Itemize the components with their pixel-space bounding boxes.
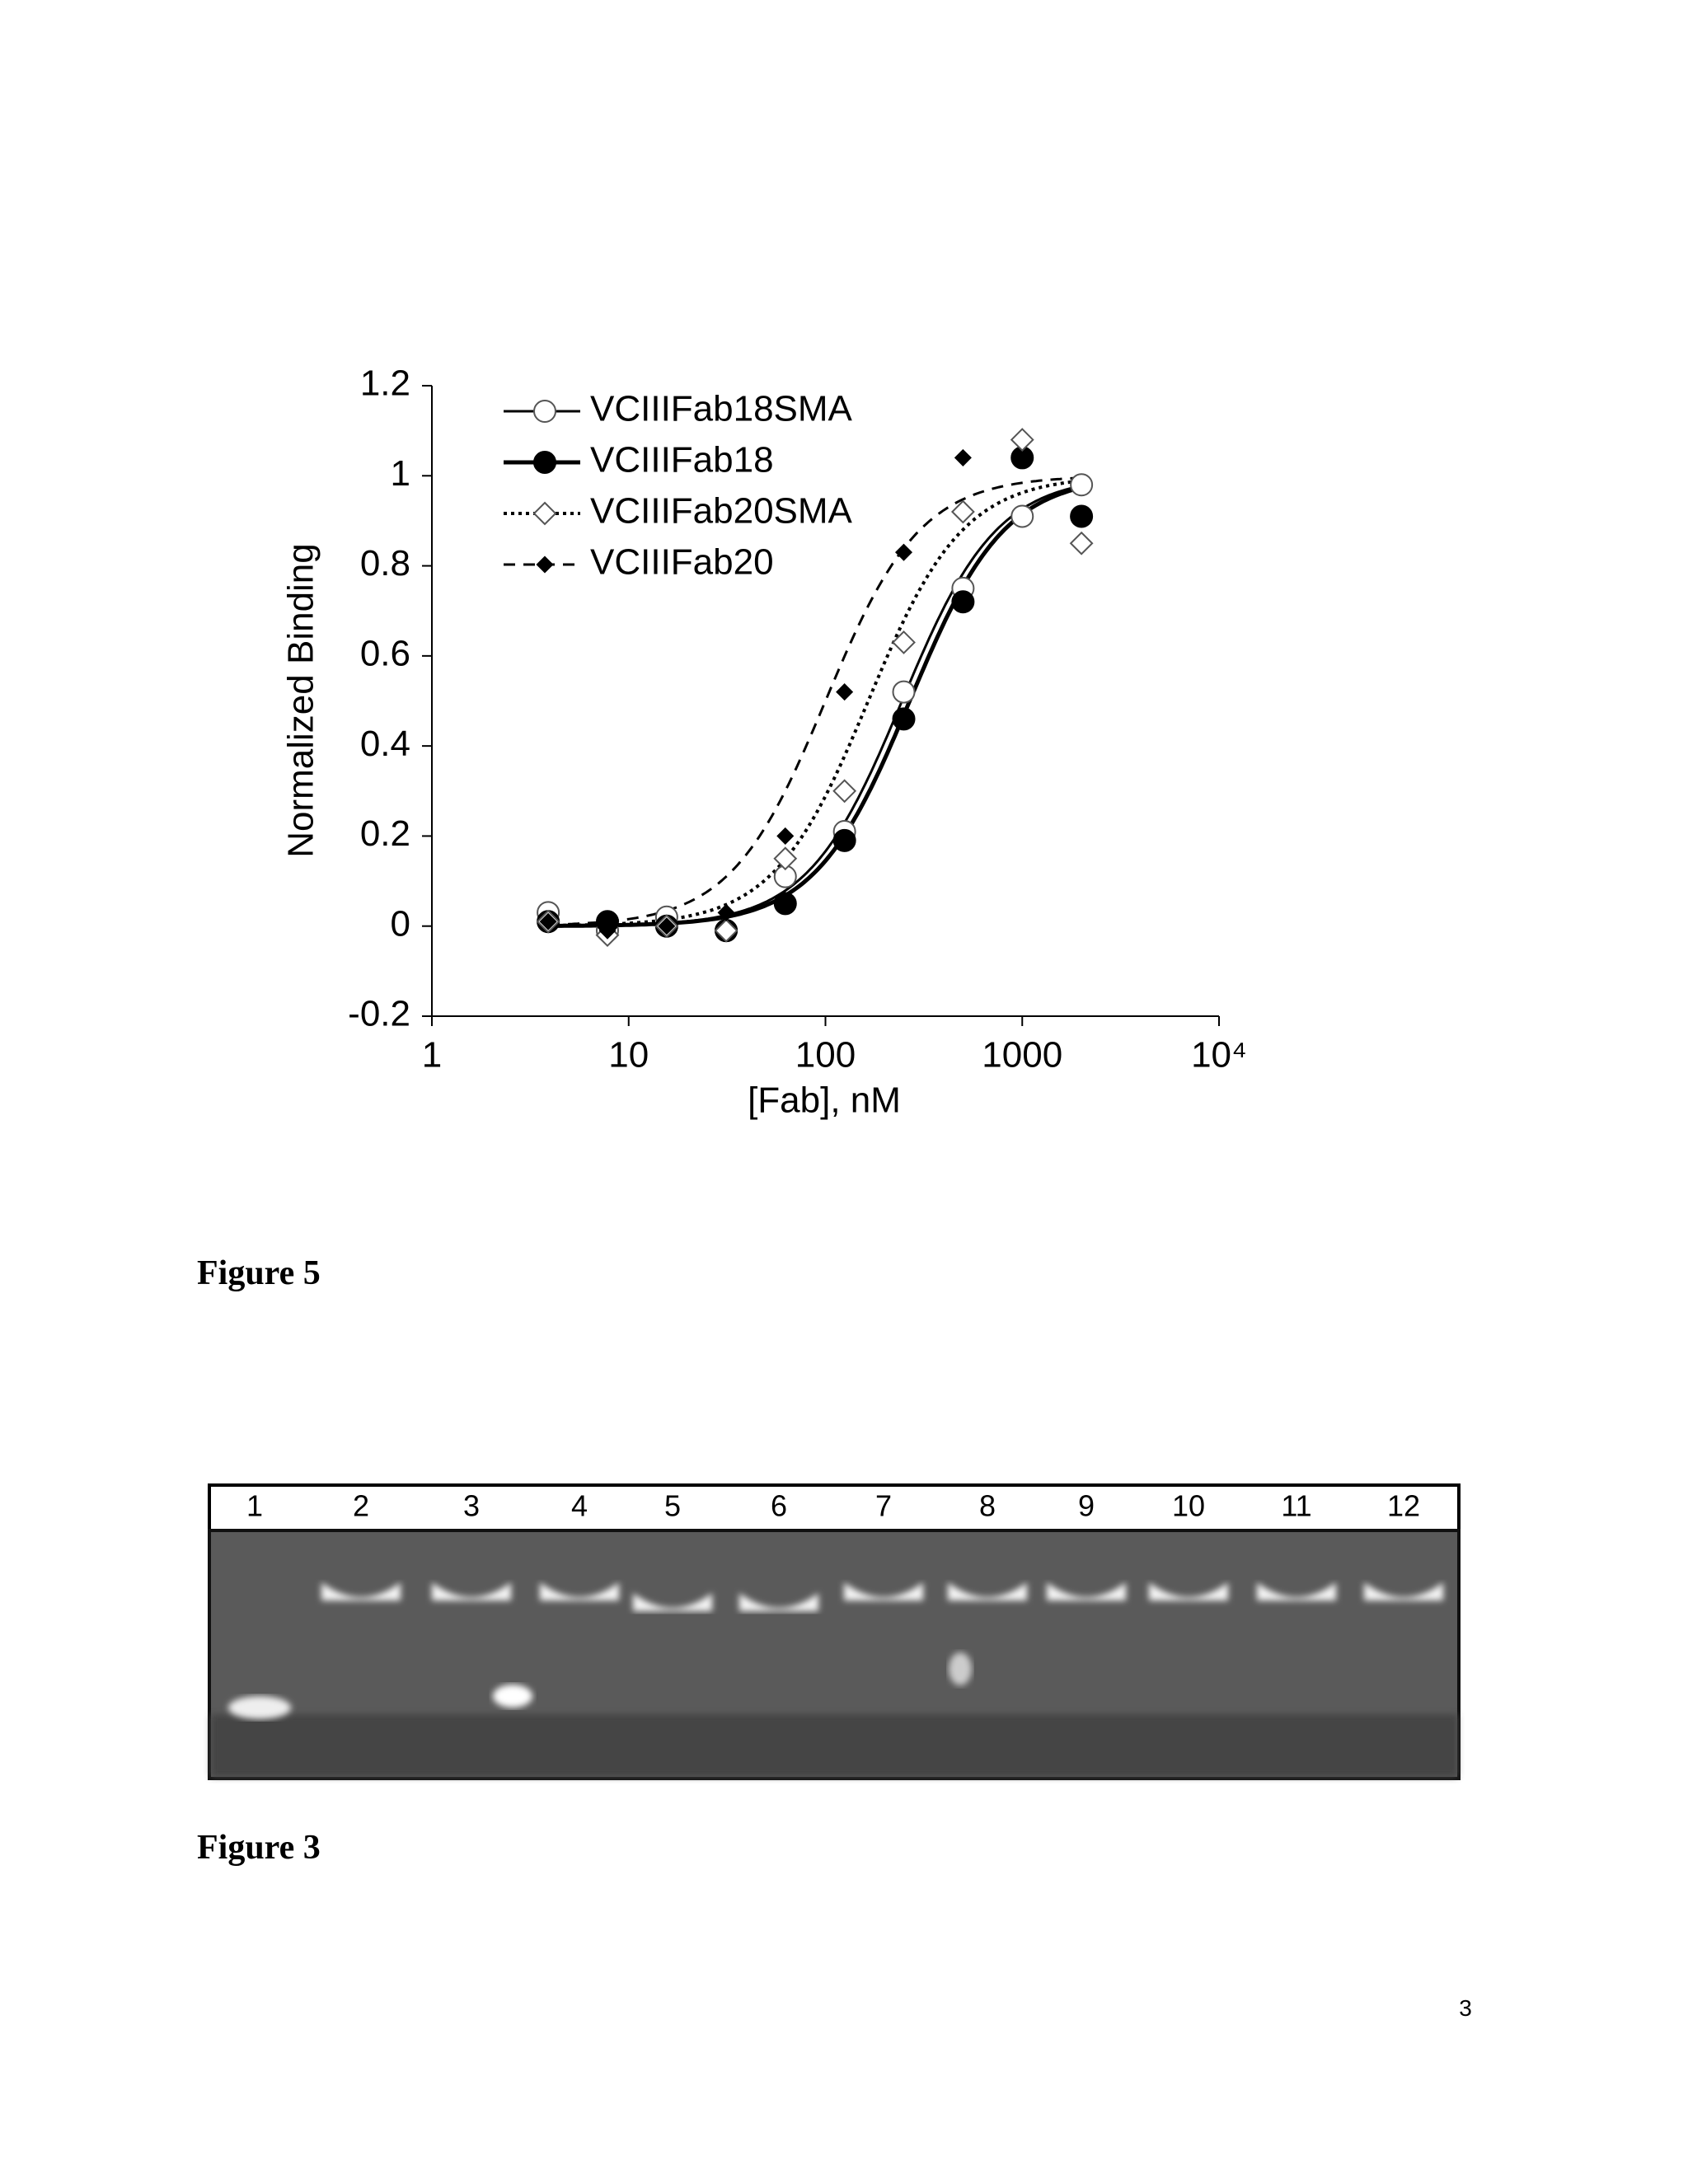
x-tick-label: 100 [795, 1035, 856, 1076]
y-tick-label: 0.8 [360, 543, 410, 583]
data-point [892, 630, 916, 654]
gel-band [739, 1593, 818, 1611]
data-point [773, 846, 798, 871]
gel-band [1047, 1582, 1126, 1601]
lane-label: 3 [463, 1489, 480, 1523]
legend-label: VCIIIFab18 [590, 440, 774, 480]
page-number: 3 [1459, 1995, 1472, 2021]
data-point [950, 499, 975, 524]
data-point [894, 543, 913, 561]
legend-marker [533, 400, 556, 423]
data-point [832, 779, 857, 804]
data-point [773, 892, 797, 916]
y-tick-label: 0 [391, 903, 410, 944]
lane-label: 1 [246, 1489, 263, 1523]
data-point [1070, 504, 1094, 528]
lane-label: 2 [353, 1489, 369, 1523]
gel-band [844, 1582, 923, 1601]
y-tick-label: 1.2 [360, 363, 410, 404]
lane-label: 11 [1281, 1489, 1311, 1523]
y-tick-label: 0.4 [360, 724, 410, 764]
gel-band [1364, 1582, 1443, 1601]
data-point [892, 680, 916, 704]
fit-curve [548, 479, 1082, 928]
lane-label: 4 [571, 1489, 588, 1523]
x-tick-label: 10 [608, 1035, 649, 1076]
lane-label: 9 [1078, 1489, 1095, 1523]
fit-curve [548, 485, 1082, 928]
data-point [836, 683, 854, 701]
data-point [598, 921, 617, 940]
data-point [1069, 531, 1094, 555]
gel-band [948, 1582, 1027, 1601]
gel-band [540, 1582, 619, 1601]
data-point [832, 828, 856, 852]
y-tick-label: 1 [391, 453, 410, 494]
data-point [951, 590, 975, 614]
legend-label: VCIIIFab18SMA [590, 389, 853, 429]
lane-label: 12 [1387, 1489, 1420, 1523]
legend-marker [532, 501, 557, 526]
x-tick-label: 1000 [982, 1035, 1062, 1076]
figure-caption: Figure 3 [197, 1829, 321, 1867]
x-tick-label: 10⁴ [1191, 1035, 1247, 1076]
data-point [1070, 473, 1094, 497]
gel-band [1257, 1582, 1336, 1601]
lane-label: 10 [1172, 1489, 1205, 1523]
lane-label: 7 [875, 1489, 892, 1523]
data-point [1010, 504, 1034, 528]
x-axis-label: [Fab], nM [748, 1080, 901, 1121]
legend-label: VCIIIFab20 [590, 542, 774, 583]
gel-band [633, 1593, 712, 1611]
gel-band [432, 1582, 511, 1601]
data-point [892, 707, 916, 731]
y-axis-label: Normalized Binding [281, 543, 321, 858]
data-point [776, 827, 795, 845]
gel-image [208, 1483, 1461, 1780]
legend-marker [533, 451, 556, 474]
lane-label: 8 [979, 1489, 996, 1523]
fit-curve [548, 476, 1082, 926]
legend-marker [536, 555, 554, 574]
figure-caption: Figure 5 [197, 1254, 321, 1292]
gel-band [321, 1582, 401, 1601]
y-tick-label: 0.6 [360, 633, 410, 673]
y-tick-label: 0.2 [360, 813, 410, 854]
legend-label: VCIIIFab20SMA [590, 491, 853, 532]
data-point [714, 918, 738, 943]
y-tick-label: -0.2 [348, 994, 410, 1034]
data-point [1010, 428, 1034, 452]
data-point [539, 912, 557, 930]
gel-band [1149, 1582, 1228, 1601]
data-point [717, 903, 735, 921]
data-point [954, 448, 972, 466]
data-point [658, 917, 676, 935]
x-tick-label: 1 [422, 1035, 442, 1076]
lane-label: 5 [664, 1489, 681, 1523]
lane-label: 6 [771, 1489, 787, 1523]
